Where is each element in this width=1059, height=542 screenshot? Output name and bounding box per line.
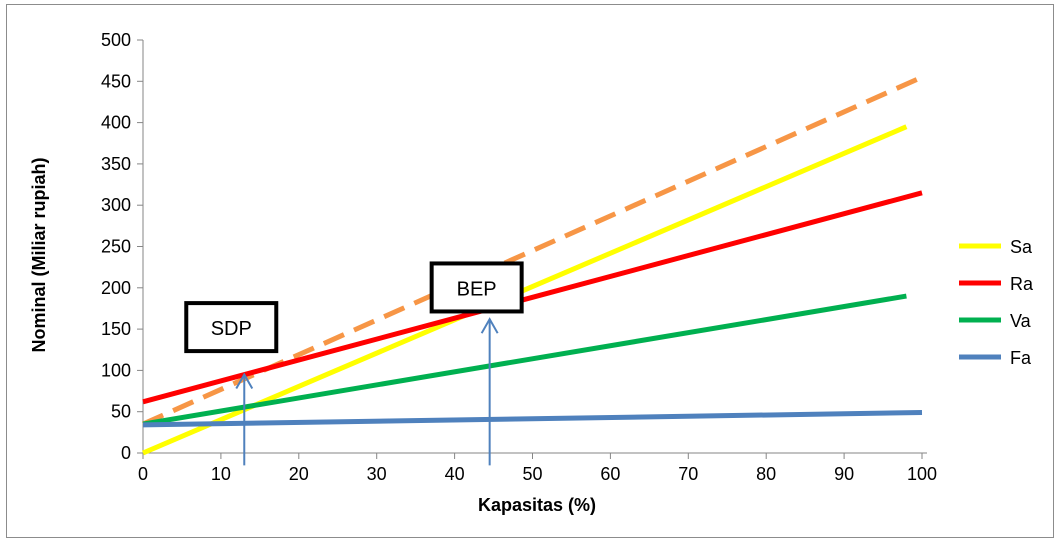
y-tick-label: 100 <box>101 360 131 380</box>
y-tick-label: 400 <box>101 113 131 133</box>
y-tick-label: 150 <box>101 319 131 339</box>
x-tick-label: 70 <box>678 464 698 484</box>
y-tick-label: 200 <box>101 278 131 298</box>
legend-label: Va <box>1010 311 1032 331</box>
x-tick-label: 100 <box>907 464 937 484</box>
y-tick-label: 450 <box>101 71 131 91</box>
x-tick-label: 60 <box>600 464 620 484</box>
x-axis-label: Kapasitas (%) <box>478 495 596 515</box>
chart-frame: 0 50 100 150 200 250 300 350 400 450 500 0 10 20 30 40 5… <box>6 4 1054 538</box>
legend: Sa Ra Va Fa <box>959 237 1034 368</box>
series-line-va <box>142 293 907 427</box>
y-tick-label: 500 <box>101 30 131 50</box>
x-tick-label: 0 <box>138 464 148 484</box>
annotation-label: SDP <box>211 318 252 340</box>
legend-label: Ra <box>1010 274 1034 294</box>
annotation-arrow-head <box>235 372 254 390</box>
legend-label: Fa <box>1010 348 1032 368</box>
x-tick-label: 80 <box>756 464 776 484</box>
y-tick-label: 350 <box>101 154 131 174</box>
x-tick-label: 40 <box>445 464 465 484</box>
x-tick-label: 20 <box>289 464 309 484</box>
y-axis-label: Nominal (Miliar rupiah) <box>29 157 49 352</box>
x-tick-label: 30 <box>367 464 387 484</box>
series-line-ra <box>142 190 923 405</box>
x-tick-label: 90 <box>834 464 854 484</box>
annotation-label: BEP <box>457 278 497 300</box>
axes: 0 50 100 150 200 250 300 350 400 450 500 0 10 20 30 40 5… <box>101 30 937 484</box>
annotation-box <box>429 261 524 314</box>
series-line-fa <box>142 410 923 428</box>
y-tick-label: 300 <box>101 195 131 215</box>
legend-label: Sa <box>1010 237 1033 257</box>
y-tick-label: 50 <box>111 402 131 422</box>
annotation-layer: SDP BEP <box>184 261 524 466</box>
annotation-box <box>184 301 279 354</box>
annotation-arrow-head <box>480 317 499 334</box>
y-tick-label: 250 <box>101 237 131 257</box>
x-tick-label: 50 <box>522 464 542 484</box>
x-tick-label: 10 <box>211 464 231 484</box>
series-layer <box>141 74 924 456</box>
chart: 0 50 100 150 200 250 300 350 400 450 500 0 10 20 30 40 5… <box>29 30 1034 515</box>
series-line-sa <box>142 124 908 456</box>
y-tick-label: 0 <box>121 443 131 463</box>
